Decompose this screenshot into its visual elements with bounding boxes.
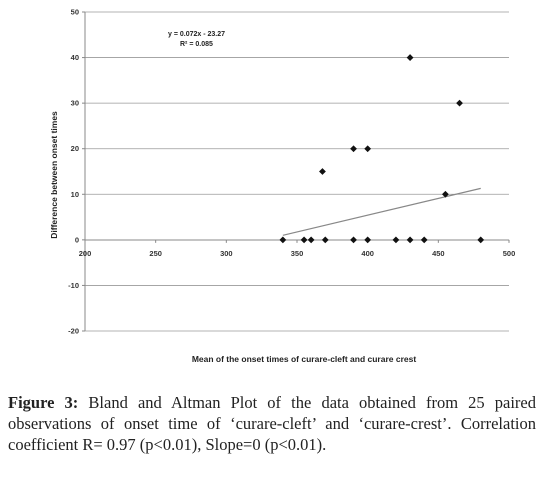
y-tick-label: 20 xyxy=(71,144,79,153)
data-point xyxy=(392,236,400,244)
caption-text: Bland and Altman Plot of the data obtain… xyxy=(8,393,536,454)
y-tick-label: 30 xyxy=(71,99,79,108)
data-point xyxy=(319,168,326,175)
x-tick-label: 350 xyxy=(291,249,304,258)
data-point xyxy=(307,236,315,244)
y-axis-title: Difference between onset times xyxy=(49,111,59,239)
data-point xyxy=(477,236,485,244)
caption-label: Figure 3: xyxy=(8,393,79,412)
data-point xyxy=(442,190,449,198)
gridlines xyxy=(82,11,510,332)
x-tick-label: 450 xyxy=(432,249,445,258)
trendline xyxy=(282,187,481,236)
y-tick-labels: -20 -10 0 10 20 30 40 50 xyxy=(68,8,79,336)
trendline-r-squared: R² = 0.085 xyxy=(180,41,213,48)
data-point xyxy=(364,145,372,153)
x-tick-label: 500 xyxy=(503,249,516,258)
x-tick-label: 300 xyxy=(220,249,233,258)
data-point xyxy=(350,145,357,153)
x-tick-labels: 200 250 300 350 400 450 500 xyxy=(79,249,516,258)
y-tick-label: 10 xyxy=(71,190,79,199)
y-tick-label: -20 xyxy=(68,327,79,336)
data-point xyxy=(321,236,329,244)
trendline-equation: y = 0.072x - 23.27 xyxy=(168,31,225,38)
y-tick-label: 40 xyxy=(71,53,79,62)
x-tick-label: 200 xyxy=(79,249,92,258)
data-point xyxy=(456,99,463,107)
data-points xyxy=(279,54,485,244)
y-tick-label: 50 xyxy=(71,8,79,17)
x-tick-label: 250 xyxy=(149,249,162,258)
data-point xyxy=(279,236,287,244)
y-tick-label: 0 xyxy=(75,235,79,244)
x-axis-title: Mean of the onset times of curare-cleft … xyxy=(192,354,417,364)
data-point xyxy=(350,236,357,244)
data-point xyxy=(406,54,414,61)
x-tick-label: 400 xyxy=(361,249,374,258)
data-point xyxy=(364,236,372,244)
data-point xyxy=(420,236,428,244)
y-tick-label: -10 xyxy=(68,281,79,290)
data-point xyxy=(300,236,308,244)
data-point xyxy=(406,236,414,244)
figure-caption: Figure 3: Bland and Altman Plot of the d… xyxy=(8,392,536,455)
